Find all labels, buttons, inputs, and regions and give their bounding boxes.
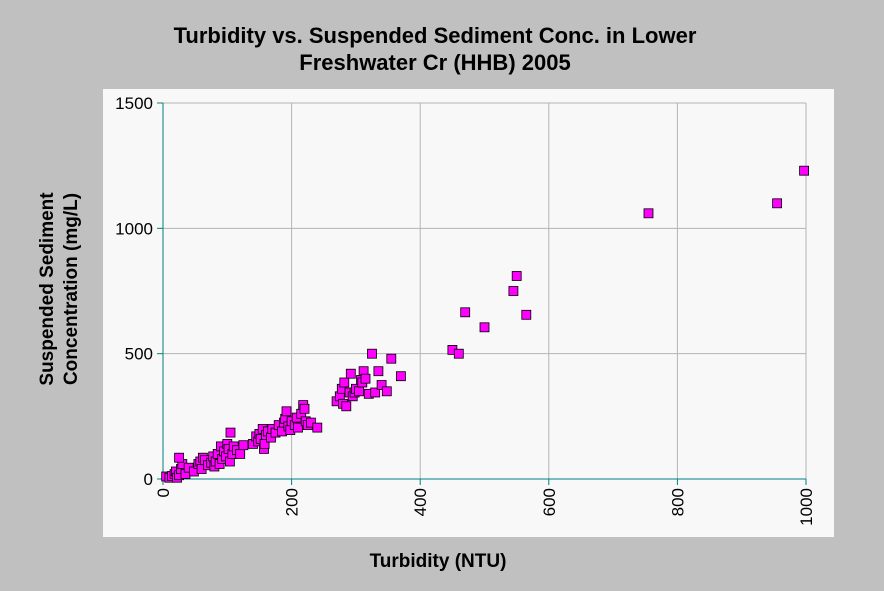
data-point [386, 353, 397, 364]
data-point [293, 422, 303, 433]
data-point [345, 368, 356, 379]
x-tick-label: 200 [283, 488, 302, 516]
x-tick-label: 600 [540, 488, 559, 516]
data-point [799, 165, 809, 176]
data-point [225, 427, 236, 438]
data-point [341, 401, 352, 412]
data-point [238, 440, 249, 451]
data-point [772, 198, 782, 209]
x-tick-label: 1000 [797, 488, 816, 526]
data-point [381, 386, 392, 397]
y-tick-labels: 0 500 1000 1500 [115, 94, 153, 489]
data-point [367, 348, 377, 359]
data-point [373, 366, 384, 377]
x-tick-label: 800 [668, 488, 687, 516]
y-axis-label-line2: Concentration (mg/L) [61, 193, 82, 385]
x-axis-label: Turbidity (NTU) [370, 551, 507, 572]
data-point [370, 387, 381, 398]
data-point [299, 403, 310, 414]
x-tick-labels: 0 200 400 600 800 1000 [154, 488, 816, 526]
data-point [281, 406, 292, 417]
data-point [508, 286, 519, 296]
y-axis-label-line1: Suspended Sediment [37, 192, 58, 386]
data-point [376, 380, 387, 390]
data-point [354, 386, 365, 397]
y-tick-label: 500 [125, 345, 153, 364]
plot-area [163, 103, 806, 479]
x-tick-label: 0 [154, 488, 173, 497]
chart-title-line1: Turbidity vs. Suspended Sediment Conc. i… [174, 23, 697, 48]
data-point [305, 417, 316, 428]
data-point [479, 322, 490, 333]
y-tick-label: 1000 [115, 219, 153, 238]
grid-lines [163, 102, 807, 479]
data-point [360, 373, 371, 384]
data-point [312, 422, 323, 433]
data-point [511, 271, 522, 281]
data-point [453, 348, 464, 359]
y-tick-label: 1500 [115, 94, 153, 113]
data-point [235, 448, 246, 459]
data-point [339, 377, 350, 388]
data-points [161, 165, 809, 483]
y-tick-label: 0 [144, 470, 153, 489]
x-tick-label: 400 [411, 488, 430, 516]
data-point [174, 452, 185, 463]
data-point [395, 371, 406, 382]
chart-title-line2: Freshwater Cr (HHB) 2005 [299, 50, 570, 75]
data-point [521, 309, 532, 320]
data-point [643, 208, 654, 219]
data-point [460, 307, 471, 318]
